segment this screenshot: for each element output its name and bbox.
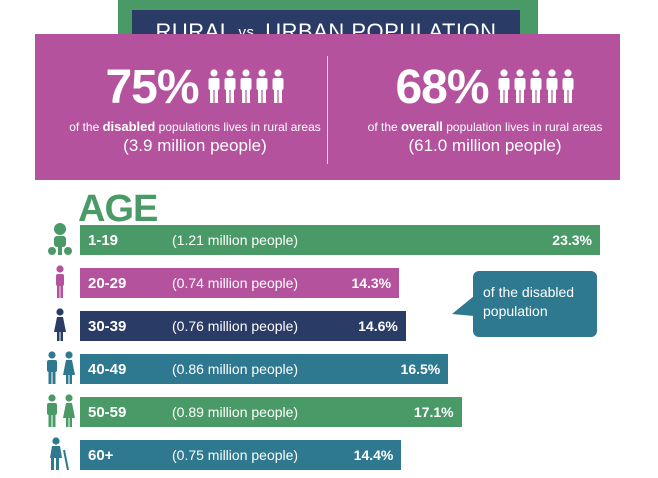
- stat-description: of the disabled populations lives in rur…: [69, 119, 321, 135]
- chart-title: AGE: [78, 188, 158, 230]
- couple-icon: [44, 393, 76, 429]
- value-label: 16.5%: [400, 361, 441, 377]
- value-label: 14.6%: [358, 318, 398, 334]
- millions-label: (0.76 million people): [172, 318, 299, 334]
- person-icon: [223, 68, 237, 108]
- person-icon: [239, 68, 253, 108]
- person-icon: [545, 68, 559, 108]
- person-icon: [561, 68, 575, 108]
- stat-millions: (3.9 million people): [123, 136, 267, 155]
- person-icon: [513, 68, 527, 108]
- age-label: 60+: [88, 446, 114, 464]
- stat-percent: 68%: [395, 61, 489, 114]
- age-bar: 40-49 (0.86 million people) 16.5%: [80, 354, 449, 384]
- age-bar: 30-39 (0.76 million people) 14.6%: [80, 311, 406, 341]
- age-label: 1-19: [88, 231, 119, 249]
- baby-icon: [44, 221, 76, 257]
- millions-label: (0.74 million people): [172, 275, 299, 291]
- stat-description: of the overall population lives in rural…: [367, 119, 603, 135]
- stat-percent: 75%: [105, 61, 199, 114]
- age-bar: 1-19 (1.21 million people) 23.3%: [80, 225, 600, 255]
- people-icons: [497, 68, 575, 108]
- couple-icon: [44, 350, 76, 386]
- age-bar: 50-59 (0.89 million people) 17.1%: [80, 397, 462, 427]
- people-icons: [207, 68, 285, 108]
- age-bar: 20-29 (0.74 million people) 14.3%: [80, 268, 400, 298]
- age-label: 50-59: [88, 403, 127, 421]
- millions-label: (0.86 million people): [172, 361, 299, 377]
- stat-millions: (61.0 million people): [408, 136, 562, 155]
- elderly-icon: [44, 436, 76, 472]
- person-icon: [529, 68, 543, 108]
- millions-label: (0.89 million people): [172, 404, 299, 420]
- value-label: 17.1%: [413, 404, 454, 420]
- age-label: 20-29: [88, 274, 127, 292]
- age-label: 30-39: [88, 317, 127, 335]
- woman-icon: [44, 264, 76, 300]
- value-label: 14.3%: [351, 275, 392, 291]
- woman-dress-icon: [44, 307, 76, 343]
- value-label: 14.4%: [353, 447, 394, 463]
- person-icon: [255, 68, 269, 108]
- callout-tail: [452, 296, 474, 316]
- divider: [327, 56, 328, 164]
- age-label: 40-49: [88, 360, 127, 378]
- age-bar: 60+ (0.75 million people) 14.4%: [80, 440, 402, 470]
- person-icon: [207, 68, 221, 108]
- person-icon: [497, 68, 511, 108]
- value-label: 23.3%: [552, 232, 592, 248]
- disabled-rural-stat: 75% of the disabled populations lives in…: [65, 62, 325, 156]
- callout-note: of the disabled population: [473, 271, 597, 337]
- millions-label: (0.75 million people): [172, 447, 299, 463]
- millions-label: (1.21 million people): [172, 232, 299, 248]
- overall-rural-stat: 68% of the overall population lives in r…: [355, 62, 615, 156]
- person-icon: [271, 68, 285, 108]
- rural-stats-panel: 75% of the disabled populations lives in…: [35, 34, 620, 180]
